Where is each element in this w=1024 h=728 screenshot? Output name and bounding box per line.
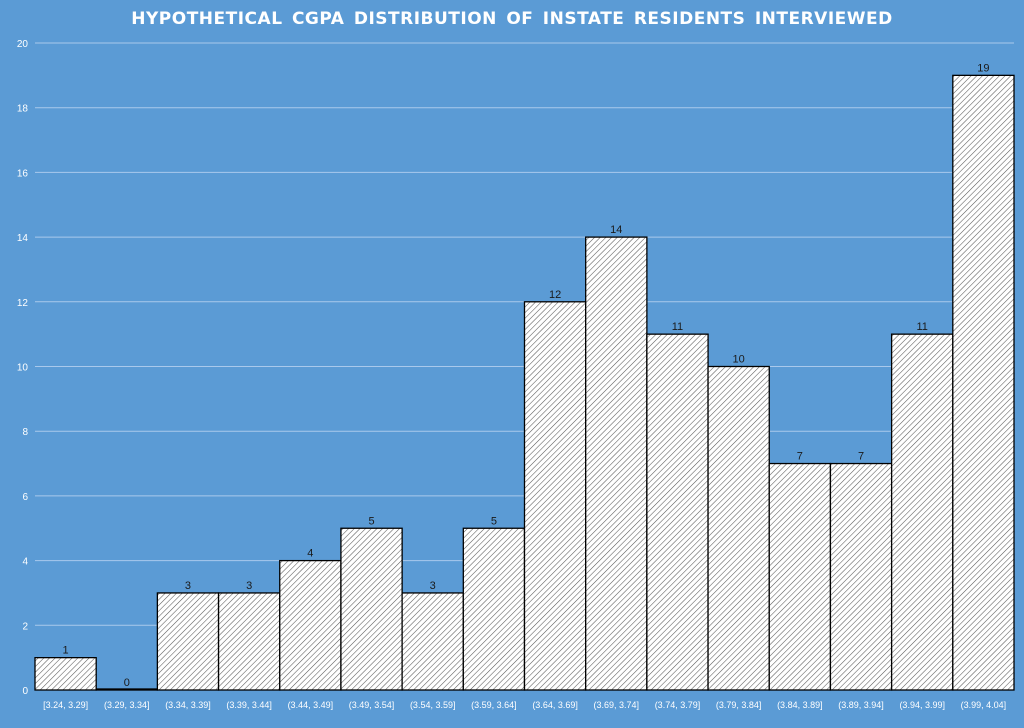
y-tick-label: 14 xyxy=(17,233,29,244)
bar xyxy=(95,688,159,691)
data-label: 3 xyxy=(246,580,252,592)
y-tick-label: 2 xyxy=(22,621,28,632)
x-axis-tick-labels: [3.24, 3.29] (3.29, 3.34] (3.34, 3.39] (3.3… xyxy=(43,700,1006,710)
y-tick-label: 0 xyxy=(22,686,28,697)
x-tick-label: (3.74, 3.79] xyxy=(655,700,701,710)
y-axis-tick-labels: 0 2 4 6 8 10 12 14 16 18 20 xyxy=(17,39,29,697)
bar xyxy=(523,301,587,691)
bar xyxy=(340,527,403,691)
bar xyxy=(279,559,342,691)
x-tick-label: (3.29, 3.34] xyxy=(104,700,150,710)
x-tick-label: [3.24, 3.29] xyxy=(43,700,88,710)
y-tick-label: 16 xyxy=(17,168,29,179)
x-tick-label: (3.54, 3.59] xyxy=(410,700,456,710)
x-tick-label: (3.79, 3.84] xyxy=(716,700,762,710)
x-tick-label: (3.84, 3.89] xyxy=(777,700,823,710)
data-label: 19 xyxy=(977,62,989,74)
y-tick-label: 4 xyxy=(22,557,28,568)
bar xyxy=(156,592,220,691)
x-tick-label: (3.34, 3.39] xyxy=(165,700,211,710)
x-tick-label: (3.89, 3.94] xyxy=(838,700,884,710)
bar xyxy=(217,592,281,691)
x-tick-label: (3.49, 3.54] xyxy=(349,700,395,710)
data-label: 3 xyxy=(430,580,436,592)
x-tick-label: (3.39, 3.44] xyxy=(226,700,272,710)
x-tick-label: (3.44, 3.49] xyxy=(288,700,334,710)
y-tick-label: 12 xyxy=(17,298,29,309)
y-tick-label: 6 xyxy=(22,492,28,503)
y-tick-label: 10 xyxy=(17,363,29,374)
bar xyxy=(707,365,770,691)
bar xyxy=(890,333,954,691)
x-tick-label: (3.99, 4.04] xyxy=(961,700,1007,710)
data-label: 3 xyxy=(185,580,191,592)
y-tick-label: 20 xyxy=(17,39,29,50)
bar xyxy=(952,74,1015,691)
chart-title: HYPOTHETICAL CGPA DISTRIBUTION OF INSTAT… xyxy=(131,9,893,29)
x-tick-label: (3.59, 3.64] xyxy=(471,700,517,710)
bar xyxy=(34,657,97,691)
bar xyxy=(768,462,832,691)
bars xyxy=(34,74,1015,691)
x-tick-label: (3.64, 3.69] xyxy=(532,700,578,710)
bar xyxy=(462,527,526,691)
x-tick-label: (3.69, 3.74] xyxy=(594,700,640,710)
bar xyxy=(401,592,464,691)
data-label: 11 xyxy=(917,321,928,333)
y-tick-label: 8 xyxy=(22,427,28,438)
y-tick-label: 18 xyxy=(17,104,29,115)
data-label: 7 xyxy=(797,451,803,463)
bar xyxy=(585,236,648,691)
x-tick-label: (3.94, 3.99] xyxy=(899,700,945,710)
data-label: 5 xyxy=(368,515,374,527)
data-label: 4 xyxy=(307,548,313,560)
data-label: 5 xyxy=(491,515,497,527)
data-label: 12 xyxy=(549,289,561,301)
data-label: 10 xyxy=(733,354,745,366)
data-label: 0 xyxy=(124,677,130,689)
data-label: 11 xyxy=(672,321,683,333)
bar xyxy=(829,462,893,691)
data-label: 7 xyxy=(858,451,864,463)
data-label: 14 xyxy=(610,224,622,236)
bar xyxy=(646,333,709,691)
data-label: 1 xyxy=(63,645,69,657)
